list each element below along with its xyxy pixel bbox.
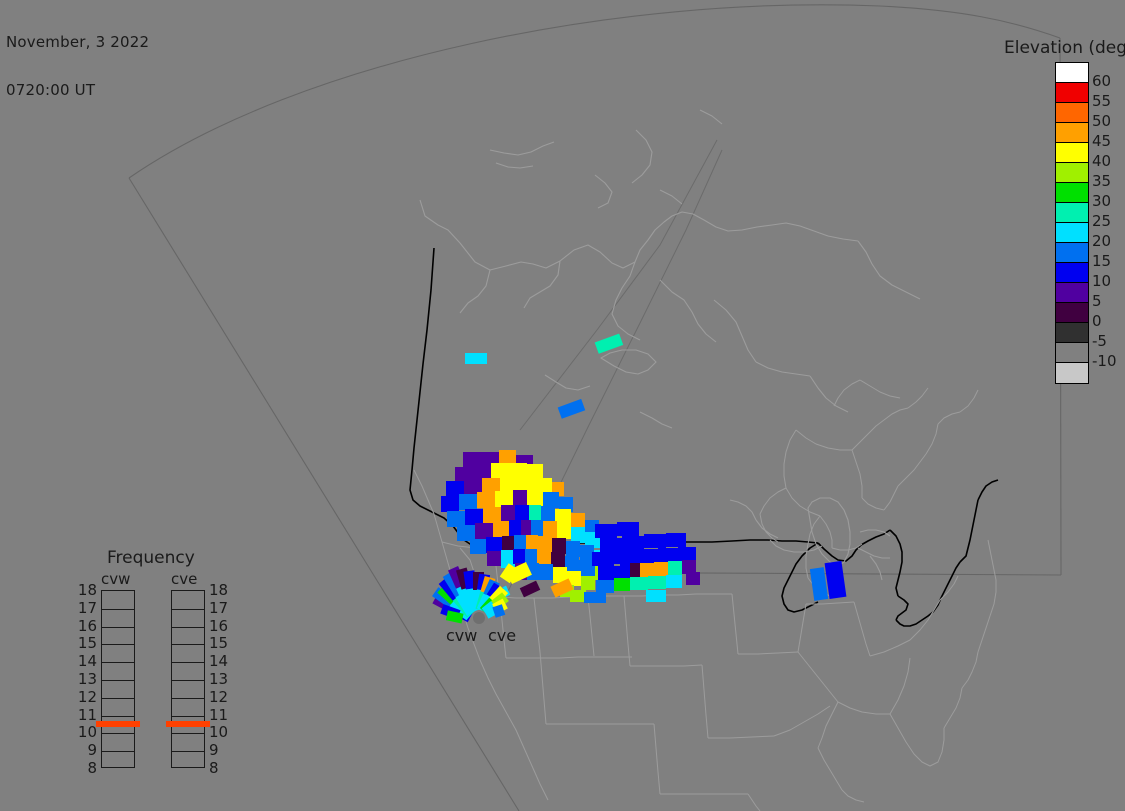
frequency-column-name-cvw: cvw — [101, 570, 131, 588]
elevation-color-cell — [1056, 63, 1088, 83]
elevation-color-cell — [1056, 343, 1088, 363]
frequency-legend: Frequency cvw cve 18 17 16 15 14 13 12 11 10 9 8 1… — [78, 548, 245, 783]
great-lakes-cells — [809, 560, 847, 601]
main-cluster-northwest — [441, 450, 615, 602]
frequency-scale-value: 18 — [209, 581, 229, 599]
elevation-color-cell — [1056, 203, 1088, 223]
frequency-tick — [102, 733, 134, 735]
frequency-tick — [172, 644, 204, 646]
frequency-scale-value: 14 — [209, 652, 229, 671]
frequency-scale-value: 17 — [209, 598, 229, 617]
frequency-tick — [102, 644, 134, 646]
frequency-bar-cvw — [101, 590, 135, 768]
site-label-cve: cve — [488, 626, 517, 645]
frequency-scale-value: 15 — [77, 634, 97, 653]
frequency-marker-cvw — [96, 720, 140, 727]
great-lakes — [729, 497, 891, 581]
frequency-tick — [172, 751, 204, 753]
frequency-scale-value: 10 — [209, 723, 229, 742]
frequency-scale-value: 14 — [77, 652, 97, 671]
isolated-cells — [465, 333, 624, 419]
elevation-tick-label: 20 — [1092, 232, 1112, 250]
elevation-color-cell — [1056, 123, 1088, 143]
elevation-color-cell — [1056, 243, 1088, 263]
frequency-scale-value: 10 — [77, 723, 97, 742]
elevation-tick-label: 35 — [1092, 172, 1112, 190]
timestamp-date: November, 3 2022 — [6, 33, 150, 51]
elevation-color-cell — [1056, 323, 1088, 343]
frequency-scale-value: 8 — [209, 759, 219, 777]
elevation-legend: Elevation (deg) 60 55 50 45 40 35 30 25 20 15 10 5 0… — [1000, 38, 1125, 384]
frequency-scale-value: 17 — [77, 598, 97, 617]
radar-fan-beams — [432, 563, 519, 624]
elevation-tick-label: 5 — [1092, 292, 1102, 310]
frequency-scale-value: 16 — [77, 616, 97, 635]
coastlines — [419, 109, 921, 429]
elevation-tick-label: -10 — [1092, 352, 1117, 370]
elevation-tick-label: 55 — [1092, 92, 1112, 110]
elevation-tick-label: 30 — [1092, 192, 1112, 210]
elevation-color-cell — [1056, 303, 1088, 323]
frequency-scale-value: 9 — [87, 741, 97, 760]
frequency-scale-value: 13 — [77, 670, 97, 688]
eastern-cluster — [584, 522, 700, 603]
site-label-cvw: cvw — [446, 626, 478, 645]
elevation-tick-label: 40 — [1092, 152, 1112, 170]
elevation-color-cell — [1056, 183, 1088, 203]
frequency-tick — [172, 662, 204, 664]
frequency-scale-value: 11 — [77, 705, 97, 724]
elevation-tick-label: 0 — [1092, 312, 1102, 330]
elevation-color-cell — [1056, 103, 1088, 123]
frequency-tick — [172, 680, 204, 681]
elevation-color-cell — [1056, 283, 1088, 303]
elevation-color-cell — [1056, 263, 1088, 283]
frequency-scale-value: 15 — [209, 634, 229, 653]
frequency-tick — [172, 697, 204, 699]
frequency-marker-cve — [166, 720, 210, 727]
frequency-legend-title: Frequency — [107, 548, 195, 568]
frequency-tick — [172, 715, 204, 717]
elevation-tick-label: 15 — [1092, 252, 1112, 270]
elevation-color-cell — [1056, 163, 1088, 183]
frequency-scale-value: 16 — [209, 616, 229, 635]
frequency-scale-value: 9 — [209, 741, 219, 760]
elevation-legend-title: Elevation (deg) — [1004, 38, 1125, 58]
frequency-tick — [102, 608, 134, 610]
elevation-color-cell — [1056, 143, 1088, 163]
elevation-tick-label: 10 — [1092, 272, 1112, 290]
elevation-color-cell — [1056, 363, 1088, 383]
frequency-scale-value: 13 — [209, 670, 229, 688]
frequency-tick — [172, 626, 204, 628]
frequency-scale-value: 12 — [77, 687, 97, 706]
elevation-tick-label: 60 — [1092, 72, 1112, 90]
elevation-tick-label: 45 — [1092, 132, 1112, 150]
elevation-color-cell — [1056, 223, 1088, 243]
timestamp-block: November, 3 2022 0720:00 UT — [6, 2, 149, 130]
frequency-tick — [172, 608, 204, 610]
frequency-tick — [102, 715, 134, 717]
frequency-tick — [102, 680, 134, 681]
frequency-tick — [102, 751, 134, 753]
frequency-scale-value: 8 — [87, 759, 97, 777]
frequency-tick — [172, 733, 204, 735]
frequency-scale-value: 12 — [209, 687, 229, 706]
frequency-bar-cve — [171, 590, 205, 768]
frequency-scale-value: 11 — [209, 705, 229, 724]
frequency-scale-value: 18 — [77, 581, 97, 599]
elevation-colorbar — [1055, 62, 1089, 384]
elevation-tick-label: 50 — [1092, 112, 1112, 130]
elevation-tick-label: 25 — [1092, 212, 1112, 230]
elevation-color-cell — [1056, 83, 1088, 103]
timestamp-time: 0720:00 UT — [6, 81, 96, 99]
frequency-tick — [102, 626, 134, 628]
frequency-tick — [102, 662, 134, 664]
elevation-tick-label: -5 — [1092, 332, 1107, 350]
frequency-column-name-cve: cve — [171, 570, 198, 588]
frequency-tick — [102, 697, 134, 699]
